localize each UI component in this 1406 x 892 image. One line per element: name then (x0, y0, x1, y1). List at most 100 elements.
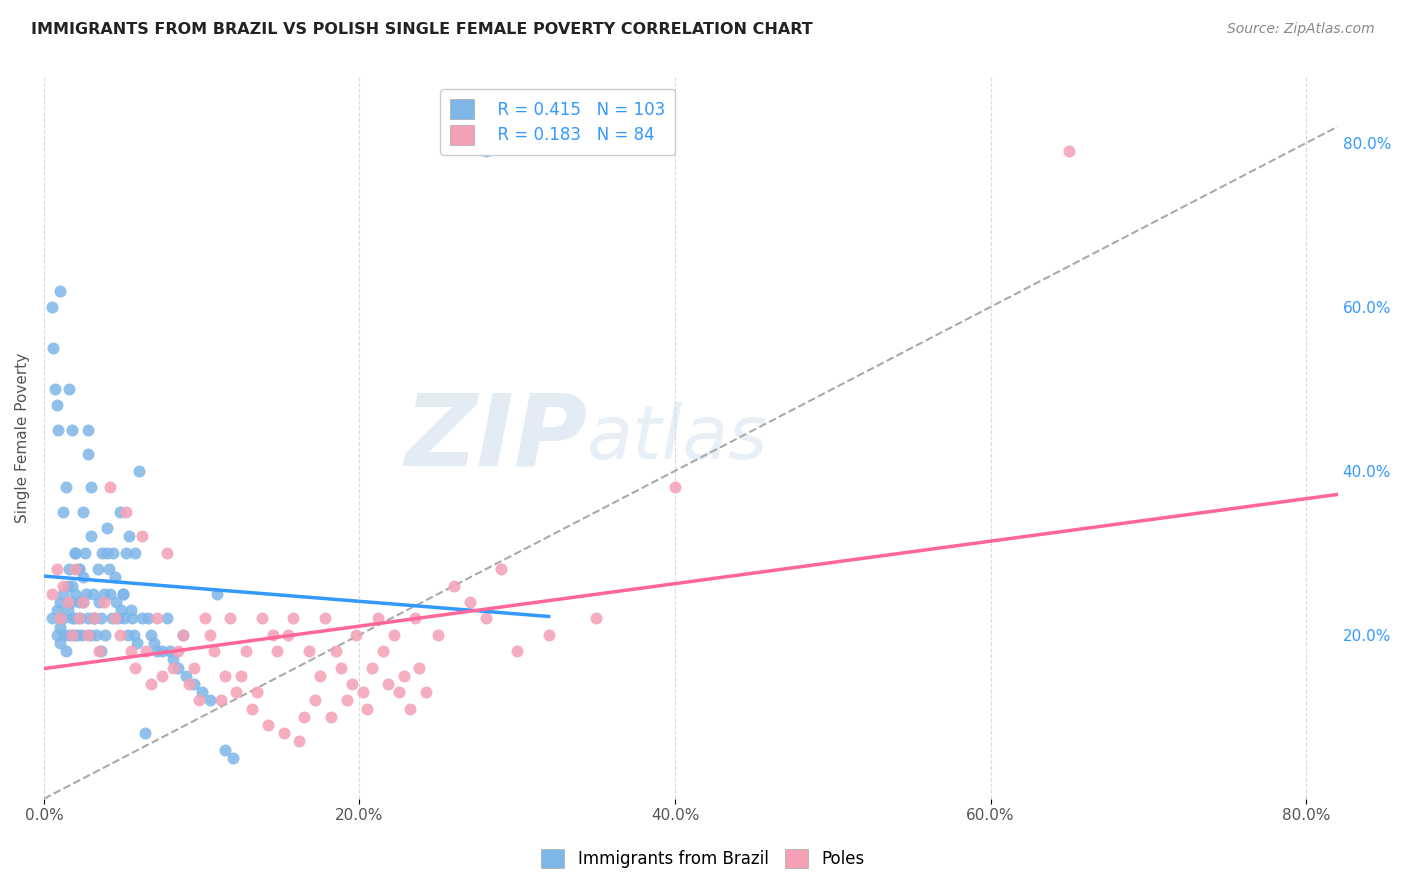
Point (90, 644, 112, 658)
Point (214, 669, 236, 683)
Point (235, 644, 257, 658)
Point (56, 603, 79, 617)
Point (93, 595, 115, 609)
Point (104, 611, 127, 625)
Point (55, 480, 77, 494)
Point (59, 595, 82, 609)
Point (325, 644, 347, 658)
Point (83, 611, 105, 625)
Point (277, 628, 299, 642)
Point (427, 628, 450, 642)
Point (117, 628, 139, 642)
Point (60, 579, 83, 593)
Point (96, 521, 118, 535)
Point (108, 628, 131, 642)
Point (319, 710, 342, 724)
Point (41, 300, 63, 314)
Point (124, 660, 146, 674)
Point (83, 611, 105, 625)
Point (111, 587, 134, 601)
Point (84, 628, 107, 642)
Legend: Immigrants from Brazil, Poles: Immigrants from Brazil, Poles (534, 842, 872, 875)
Point (121, 611, 143, 625)
Point (207, 587, 229, 601)
Point (67, 611, 90, 625)
Point (77, 423, 100, 437)
Point (42, 341, 65, 355)
Point (87, 644, 110, 658)
Point (118, 529, 141, 543)
Point (80, 480, 103, 494)
Point (52, 579, 75, 593)
Point (194, 611, 217, 625)
Point (87, 595, 110, 609)
Point (156, 546, 179, 560)
Point (506, 644, 529, 658)
Point (257, 718, 280, 732)
Point (537, 628, 560, 642)
Point (56, 579, 79, 593)
Point (98, 480, 121, 494)
Point (273, 726, 295, 740)
Point (112, 611, 135, 625)
Point (52, 587, 75, 601)
Point (288, 734, 311, 748)
Point (162, 652, 184, 666)
Point (48, 595, 70, 609)
Point (474, 611, 496, 625)
Point (240, 701, 263, 715)
Point (97, 562, 120, 576)
Point (198, 628, 221, 642)
Point (128, 464, 150, 478)
Legend:   R = 0.415   N = 103,   R = 0.183   N = 84: R = 0.415 N = 103, R = 0.183 N = 84 (440, 89, 675, 154)
Point (44, 382, 66, 396)
Point (292, 710, 315, 724)
Text: atlas: atlas (588, 402, 769, 475)
Point (336, 693, 359, 707)
Point (474, 145, 496, 159)
Point (377, 677, 399, 691)
Point (73, 546, 96, 560)
Point (262, 628, 284, 642)
Point (48, 611, 70, 625)
Point (150, 644, 173, 658)
Point (120, 644, 142, 658)
Point (67, 562, 90, 576)
Point (283, 611, 305, 625)
Point (298, 644, 321, 658)
Point (60, 423, 83, 437)
Point (82, 587, 104, 601)
Point (45, 398, 67, 412)
Point (65, 562, 87, 576)
Point (131, 611, 153, 625)
Point (41, 611, 63, 625)
Point (67, 595, 90, 609)
Point (392, 669, 415, 683)
Point (56, 595, 79, 609)
Point (45, 603, 67, 617)
Point (352, 685, 374, 699)
Point (371, 644, 394, 658)
Point (222, 751, 245, 765)
Point (246, 685, 269, 699)
Point (108, 505, 131, 519)
Point (48, 636, 70, 650)
Point (125, 636, 148, 650)
Point (361, 660, 384, 674)
Point (399, 701, 422, 715)
Point (67, 562, 90, 576)
Text: Source: ZipAtlas.com: Source: ZipAtlas.com (1227, 22, 1375, 37)
Point (115, 546, 138, 560)
Point (104, 570, 127, 584)
Point (1059, 145, 1081, 159)
Point (314, 611, 336, 625)
Point (107, 611, 129, 625)
Point (52, 505, 75, 519)
Point (131, 529, 153, 543)
Point (141, 677, 163, 691)
Point (167, 660, 190, 674)
Point (120, 603, 142, 617)
Point (86, 562, 108, 576)
Point (344, 628, 367, 642)
Point (415, 685, 437, 699)
